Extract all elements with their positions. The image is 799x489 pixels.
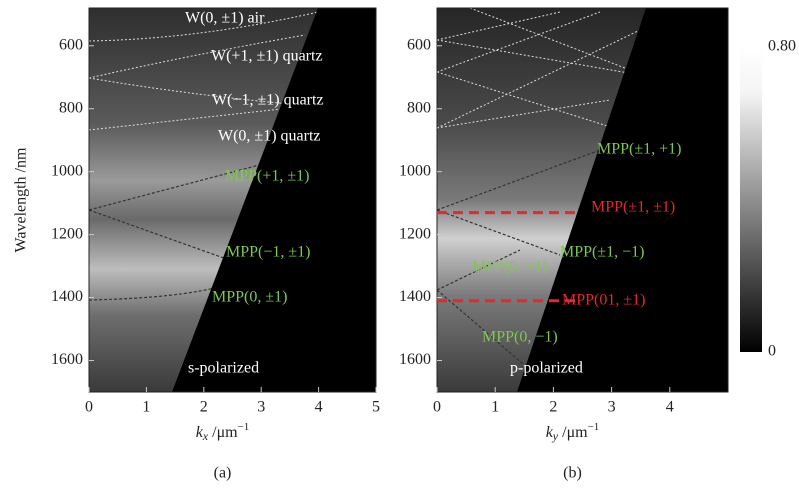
annotation: W(+1, ±1) quartz	[211, 48, 323, 65]
annotation: MPP(01, ±1)	[562, 292, 645, 309]
x-tick-label: 0	[85, 399, 93, 416]
x-tick-label: 5	[372, 399, 380, 416]
x-axis-label: ky /μm−1	[546, 421, 600, 443]
x-label-exponent: −1	[588, 421, 600, 433]
y-tick-label: 1200	[399, 225, 431, 242]
y-tick-label: 600	[407, 36, 431, 53]
y-tick-label: 1000	[399, 162, 431, 179]
annotation: MPP(0, −1)	[482, 329, 558, 346]
y-tick-label: 1200	[51, 225, 83, 242]
annotation: p-polarized	[510, 360, 583, 377]
panel-caption: (a)	[214, 465, 232, 482]
x-tick-label: 1	[142, 399, 150, 416]
x-tick-label: 4	[315, 399, 323, 416]
plot-frame	[436, 7, 729, 393]
plot-frame	[88, 7, 377, 393]
y-tick-label: 600	[59, 36, 83, 53]
annotation: W(0, ±1) air	[185, 10, 265, 27]
x-tick-label: 3	[608, 399, 616, 416]
panel-a-image	[88, 8, 376, 392]
x-label-symbol: k	[196, 424, 204, 441]
colorbar-tick-label: 0.80	[768, 38, 796, 55]
x-label-subscript: x	[202, 429, 209, 443]
annotation: MPP(+1, ±1)	[225, 168, 309, 185]
x-label-symbol: k	[546, 424, 554, 441]
x-tick-label: 1	[491, 399, 499, 416]
panel-b-image	[436, 7, 728, 392]
annotation: W(0, ±1) quartz	[218, 128, 321, 145]
x-label-unit: /μm	[208, 424, 238, 441]
annotation: MPP(±1, −1)	[560, 244, 644, 261]
annotation: W(−1, ±1) quartz	[212, 92, 324, 109]
x-tick-label: 0	[433, 399, 441, 416]
x-tick-label: 2	[549, 399, 557, 416]
y-tick-label: 1400	[51, 288, 83, 305]
y-tick-label: 1400	[399, 288, 431, 305]
x-tick-label: 2	[200, 399, 208, 416]
x-label-exponent: −1	[238, 421, 250, 433]
x-axis-label: kx /μm−1	[196, 421, 250, 443]
x-tick-label: 3	[257, 399, 265, 416]
colorbar	[740, 47, 762, 352]
x-tick-label: 4	[666, 399, 674, 416]
annotation: MPP(0, ±1)	[212, 289, 287, 306]
y-tick-label: 800	[59, 99, 83, 116]
annotation: MPP(−1, ±1)	[226, 244, 310, 261]
x-label-subscript: y	[552, 429, 559, 443]
panel-caption: (b)	[563, 465, 582, 482]
annotation: s-polarized	[188, 360, 259, 377]
colorbar-tick-label: 0	[768, 343, 776, 360]
y-axis-label: Wavelength /nm	[13, 147, 30, 252]
y-tick-label: 1000	[51, 162, 83, 179]
y-tick-label: 1600	[51, 351, 83, 368]
y-tick-label: 1600	[399, 351, 431, 368]
y-tick-label: 800	[407, 99, 431, 116]
x-label-unit: /μm	[558, 424, 588, 441]
annotation: MPP(0, +1)	[472, 259, 548, 276]
annotation: MPP(±1, +1)	[597, 141, 681, 158]
annotation: MPP(±1, ±1)	[591, 199, 675, 216]
